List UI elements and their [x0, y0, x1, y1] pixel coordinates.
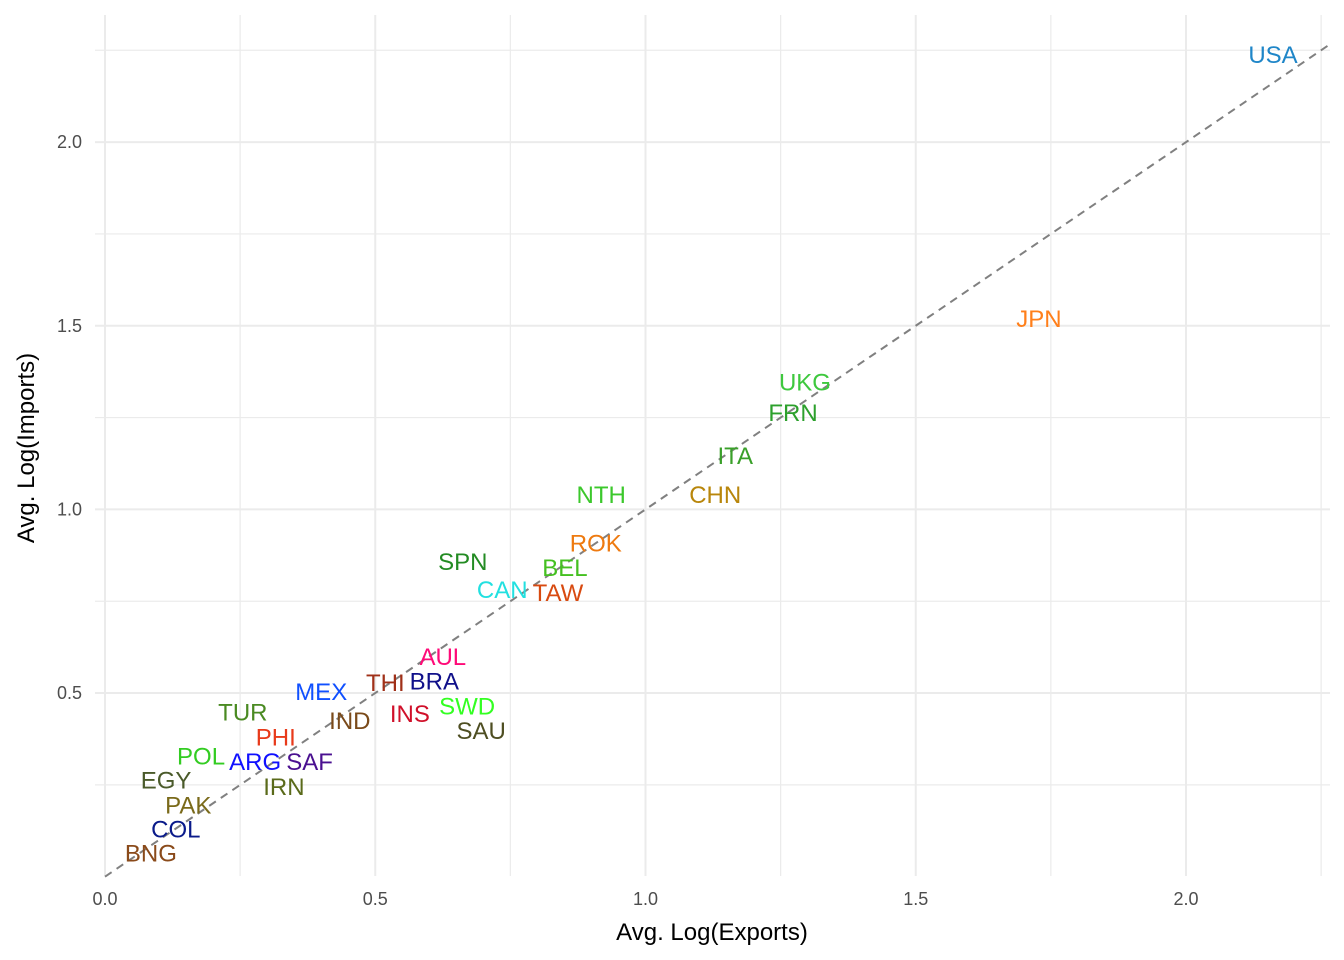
point-label-ita: ITA: [717, 443, 753, 470]
point-label-chn: CHN: [689, 482, 741, 509]
x-tick-label: 0.0: [92, 889, 117, 909]
point-label-ins: INS: [390, 701, 430, 728]
point-label-phi: PHI: [256, 725, 296, 752]
x-tick-label: 2.0: [1173, 889, 1198, 909]
point-label-bel: BEL: [542, 555, 587, 582]
point-label-aul: AUL: [419, 644, 466, 671]
point-label-pol: POL: [177, 743, 225, 770]
point-label-arg: ARG: [229, 749, 281, 776]
point-label-sau: SAU: [457, 718, 506, 745]
point-label-frn: FRN: [768, 400, 817, 427]
x-tick-label: 1.0: [633, 889, 658, 909]
point-label-nth: NTH: [577, 482, 626, 509]
y-tick-label: 1.5: [57, 316, 82, 336]
point-label-bng: BNG: [125, 841, 177, 868]
grid: [95, 15, 1330, 876]
y-tick-label: 0.5: [57, 683, 82, 703]
point-label-egy: EGY: [141, 768, 192, 795]
y-tick-labels: 0.5 1.0 1.5 2.0: [57, 132, 82, 703]
point-label-pak: PAK: [165, 793, 211, 820]
point-label-irn: IRN: [263, 774, 304, 801]
point-label-swd: SWD: [439, 693, 495, 720]
x-tick-label: 0.5: [363, 889, 388, 909]
x-tick-label: 1.5: [903, 889, 928, 909]
point-label-tur: TUR: [218, 700, 267, 727]
point-label-bra: BRA: [410, 668, 459, 695]
point-label-jpn: JPN: [1016, 306, 1061, 333]
point-label-can: CAN: [477, 577, 528, 604]
point-label-ind: IND: [329, 708, 370, 735]
point-label-mex: MEX: [295, 679, 347, 706]
reference-line-y-equals-x: [104, 43, 1331, 878]
y-axis-title: Avg. Log(Imports): [13, 353, 40, 543]
point-label-thi: THI: [366, 670, 405, 697]
point-label-usa: USA: [1248, 42, 1297, 69]
point-label-taw: TAW: [533, 580, 584, 607]
x-tick-labels: 0.0 0.5 1.0 1.5 2.0: [92, 889, 1198, 909]
point-label-col: COL: [151, 817, 200, 844]
x-axis-title: Avg. Log(Exports): [616, 919, 808, 946]
point-label-ukg: UKG: [779, 369, 831, 396]
point-label-saf: SAF: [286, 749, 333, 776]
y-tick-label: 2.0: [57, 132, 82, 152]
point-label-spn: SPN: [438, 549, 487, 576]
y-tick-label: 1.0: [57, 499, 82, 519]
point-label-rok: ROK: [570, 531, 622, 558]
